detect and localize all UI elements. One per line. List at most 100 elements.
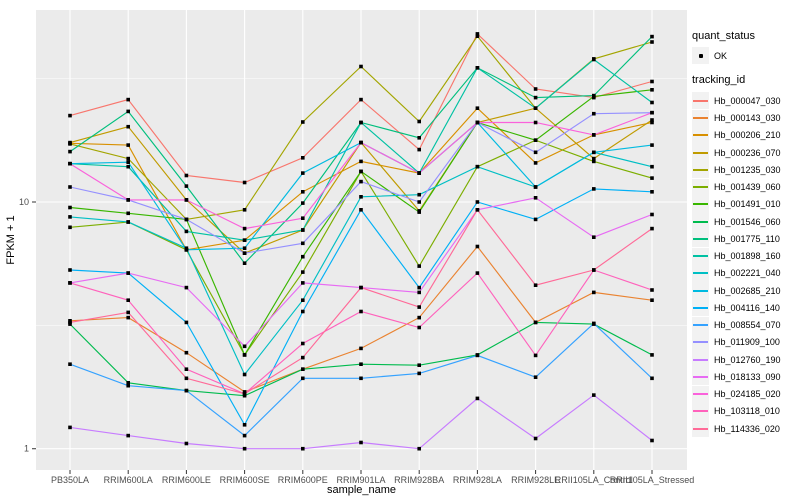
- point-marker-icon: [698, 53, 703, 58]
- legend-label: Hb_012760_190: [714, 354, 781, 365]
- data-point: [242, 423, 247, 427]
- data-point: [301, 355, 305, 360]
- legend-item-Hb_001775_110: Hb_001775_110: [692, 230, 798, 248]
- data-point: [417, 192, 421, 197]
- data-point: [417, 119, 421, 124]
- legend-label: Hb_024185_020: [714, 389, 781, 400]
- data-point: [68, 185, 72, 189]
- data-point: [184, 285, 189, 290]
- legend-label: Hb_002221_040: [714, 268, 781, 279]
- data-point: [533, 320, 538, 325]
- x-tick-label: RRIM600SE: [220, 475, 270, 485]
- data-point: [242, 393, 247, 398]
- legend-item-Hb_008554_070: Hb_008554_070: [692, 316, 798, 334]
- data-point: [301, 367, 305, 371]
- data-point: [359, 208, 363, 212]
- series-line-swatch: [693, 306, 708, 309]
- data-point: [533, 87, 538, 91]
- data-point: [68, 362, 72, 366]
- data-point: [592, 111, 596, 116]
- data-point: [359, 376, 363, 381]
- data-point: [301, 341, 305, 346]
- series-color-key: [692, 213, 709, 231]
- data-point: [533, 138, 538, 142]
- data-point: [126, 315, 130, 320]
- x-tick-label: RRIM600LE: [162, 475, 211, 485]
- series-color-key: [692, 368, 709, 386]
- data-point: [359, 440, 363, 445]
- series-line-swatch: [693, 186, 708, 189]
- data-point: [359, 195, 363, 199]
- legend-item-Hb_000206_210: Hb_000206_210: [692, 126, 798, 144]
- data-point: [417, 136, 421, 140]
- data-point: [184, 229, 189, 234]
- series-line-swatch: [693, 134, 708, 137]
- series-color-key: [692, 247, 709, 265]
- data-point: [126, 310, 130, 315]
- legend-item-Hb_000047_030: Hb_000047_030: [692, 92, 798, 110]
- x-tick-label: RRIM600LA: [104, 475, 153, 485]
- quant-status-key: [692, 47, 709, 65]
- series-color-key: [692, 282, 709, 300]
- data-point: [68, 425, 72, 430]
- legend-label: Hb_001439_060: [714, 182, 781, 193]
- data-point: [475, 396, 480, 401]
- data-point: [184, 173, 189, 178]
- data-point: [68, 268, 72, 272]
- data-point: [417, 325, 421, 330]
- legend-label: Hb_008554_070: [714, 320, 781, 331]
- data-point: [592, 150, 596, 155]
- series-color-key: [692, 178, 709, 196]
- data-point: [592, 321, 596, 326]
- series-color-key: [692, 402, 709, 420]
- data-point: [533, 95, 538, 100]
- series-line-swatch: [693, 272, 708, 275]
- data-point: [533, 283, 538, 287]
- legend-label: Hb_018133_090: [714, 371, 781, 382]
- data-point: [650, 110, 654, 115]
- legend-item-Hb_018133_090: Hb_018133_090: [692, 368, 798, 386]
- legend-label: Hb_001546_060: [714, 216, 781, 227]
- x-tick-label: RRII105LA_Stressed: [610, 475, 695, 485]
- data-point: [592, 93, 596, 98]
- data-point: [650, 288, 654, 292]
- data-point: [417, 290, 421, 295]
- data-point: [475, 34, 480, 38]
- series-color-key: [692, 351, 709, 369]
- legend-label: Hb_001235_030: [714, 164, 781, 175]
- series-line-swatch: [693, 237, 708, 240]
- series-color-key: [692, 385, 709, 403]
- data-point: [417, 315, 421, 320]
- legend-item-Hb_024185_020: Hb_024185_020: [692, 385, 798, 403]
- data-point: [650, 438, 654, 443]
- data-point: [592, 235, 596, 239]
- data-point: [592, 57, 596, 62]
- data-point: [184, 376, 189, 381]
- data-point: [650, 176, 654, 180]
- series-color-key: [692, 161, 709, 179]
- legend-label: Hb_000143_030: [714, 113, 781, 124]
- data-point: [68, 161, 72, 166]
- legend-item-Hb_000236_070: Hb_000236_070: [692, 144, 798, 162]
- series-line-swatch: [693, 324, 708, 327]
- data-point: [650, 34, 654, 39]
- series-line-swatch: [693, 358, 708, 361]
- legend-item-Hb_001491_010: Hb_001491_010: [692, 195, 798, 213]
- data-point: [184, 350, 189, 355]
- legend-label: Hb_000236_070: [714, 147, 781, 158]
- data-point: [68, 205, 72, 210]
- data-point: [126, 97, 130, 102]
- data-point: [184, 217, 189, 222]
- data-point: [126, 198, 130, 202]
- data-point: [301, 171, 305, 175]
- data-point: [68, 320, 72, 325]
- data-point: [417, 147, 421, 152]
- data-point: [650, 88, 654, 92]
- data-point: [650, 353, 654, 357]
- data-point: [475, 271, 480, 275]
- data-point: [359, 362, 363, 366]
- data-point: [126, 124, 130, 129]
- data-point: [592, 187, 596, 191]
- data-point: [68, 142, 72, 146]
- y-axis-title: FPKM + 1: [5, 215, 17, 264]
